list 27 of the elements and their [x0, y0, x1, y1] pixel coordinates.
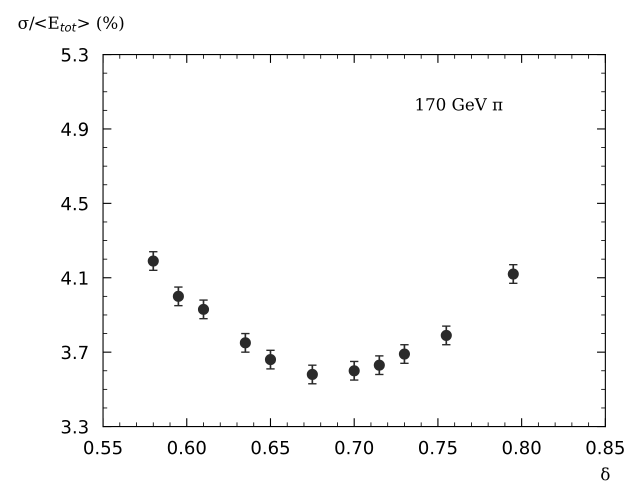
y-tick-label: 3.3	[62, 420, 88, 434]
x-tick-label: 0.80	[502, 440, 541, 454]
x-tick-label: 0.85	[586, 440, 624, 454]
point	[374, 360, 385, 371]
point	[148, 255, 159, 267]
y-tick-label: 4.1	[61, 271, 88, 285]
x-tick-label: 0.75	[419, 440, 456, 454]
y-tick-label: 4.9	[61, 122, 88, 136]
annotation: 170 GeV π	[416, 98, 502, 111]
y-tick-label: 5.3	[62, 48, 88, 62]
x-tick-label: 0.70	[335, 440, 374, 454]
point	[306, 368, 318, 380]
y-tick-label: 4.5	[61, 197, 88, 210]
y-axis-title: σ/<E$_{tot}$> (%)	[18, 16, 124, 32]
point	[264, 354, 276, 366]
point	[398, 348, 410, 360]
point	[172, 290, 184, 302]
point	[508, 268, 519, 280]
point	[198, 304, 210, 315]
y-tick-label: 3.7	[62, 346, 88, 360]
x-tick-label: 0.55	[84, 440, 122, 454]
x-tick-label: 0.60	[168, 440, 206, 454]
x-axis-title: δ	[601, 467, 610, 480]
point	[240, 337, 251, 348]
point	[440, 330, 452, 341]
point	[348, 365, 360, 376]
x-tick-label: 0.65	[252, 440, 290, 454]
